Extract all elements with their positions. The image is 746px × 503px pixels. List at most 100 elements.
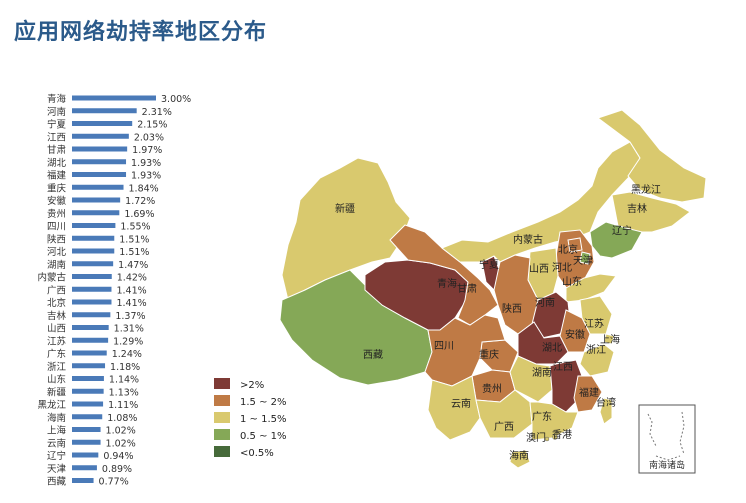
bar-value-label: 1.97% xyxy=(132,145,162,156)
bar-value-label: 1.29% xyxy=(113,336,143,347)
bar-category-label: 天津 xyxy=(47,464,67,475)
bar xyxy=(72,274,112,279)
bar-category-label: 浙江 xyxy=(47,361,67,373)
map-region-label: 河南 xyxy=(535,296,555,309)
bar-value-label: 1.11% xyxy=(108,400,138,411)
bar-value-label: 1.41% xyxy=(116,298,146,309)
legend-swatch xyxy=(214,378,230,389)
bar-chart: 青海 3.00% 河南 2.31% 宁夏 2.15% 江西 2.03% 甘肃 1.97% 湖北 1.9… xyxy=(37,93,191,488)
bar-category-label: 广西 xyxy=(47,284,66,296)
bar xyxy=(72,414,103,420)
bar-category-label: 青海 xyxy=(47,93,67,105)
legend-swatch xyxy=(214,412,230,423)
bar xyxy=(72,401,104,407)
bar-value-label: 1.41% xyxy=(116,285,146,296)
bar xyxy=(72,172,127,177)
bar-value-label: 1.51% xyxy=(119,247,149,258)
bar xyxy=(72,325,109,330)
map-region-label: 上海 xyxy=(600,333,620,346)
bar xyxy=(72,478,94,483)
bar-value-label: 1.31% xyxy=(114,324,144,335)
legend: >2% 1.5 ~ 2% 1 ~ 1.5% 0.5 ~ 1% <0.5% xyxy=(214,378,287,459)
bar-value-label: 1.24% xyxy=(112,349,142,360)
bar xyxy=(72,223,116,228)
bar xyxy=(72,312,111,318)
bar xyxy=(72,210,120,216)
bar xyxy=(72,363,106,369)
region-zhejiang xyxy=(579,343,615,377)
bar-category-label: 山西 xyxy=(47,324,66,335)
bar-value-label: 1.14% xyxy=(109,375,139,386)
legend-label: 1.5 ~ 2% xyxy=(240,397,287,408)
bar xyxy=(72,439,101,445)
map-region-label: 山西 xyxy=(529,263,549,275)
bar-category-label: 新疆 xyxy=(47,386,67,398)
bar-value-label: 0.94% xyxy=(103,451,133,462)
bar-category-label: 河南 xyxy=(47,106,66,118)
bar-value-label: 1.84% xyxy=(129,183,159,194)
bar-category-label: 江西 xyxy=(47,132,66,143)
inset-label: 南海诸岛 xyxy=(649,459,685,471)
map-region-label: 北京 xyxy=(558,243,578,256)
bar-category-label: 内蒙古 xyxy=(37,272,66,284)
bar xyxy=(72,197,121,203)
legend-swatch xyxy=(214,395,230,406)
bar-value-label: 1.51% xyxy=(119,234,149,245)
bar-category-label: 北京 xyxy=(47,297,66,309)
bar-value-label: 1.93% xyxy=(131,171,161,182)
map-region-label: 西藏 xyxy=(363,349,383,361)
region-shanghai xyxy=(603,333,615,345)
bar-value-label: 1.55% xyxy=(120,222,150,233)
south-china-sea-inset: 南海诸岛 xyxy=(638,404,696,474)
map-region-label: 内蒙古 xyxy=(513,233,543,246)
map-region-label: 台湾 xyxy=(596,396,616,409)
bar-category-label: 甘肃 xyxy=(47,144,66,156)
bar xyxy=(72,465,97,471)
map-region-label: 广西 xyxy=(494,421,514,433)
bar-value-label: 1.37% xyxy=(115,311,145,322)
map-region-label: 湖北 xyxy=(542,342,562,354)
legend-label: 1 ~ 1.5% xyxy=(240,414,287,425)
bar-value-label: 2.03% xyxy=(134,132,164,143)
map-region-label: 新疆 xyxy=(335,202,355,215)
bar-value-label: 1.02% xyxy=(106,438,136,449)
bar xyxy=(72,159,127,165)
region-xinjiang xyxy=(281,157,411,301)
bar-category-label: 辽宁 xyxy=(47,450,66,462)
map-region-label: 香港 xyxy=(552,429,572,441)
bar xyxy=(72,388,104,394)
bar-value-label: 3.00% xyxy=(161,94,191,105)
region-sichuan xyxy=(424,314,506,387)
map-region-label: 安徽 xyxy=(565,328,585,341)
map-region-label: 重庆 xyxy=(479,348,499,361)
bar-category-label: 贵州 xyxy=(47,208,66,220)
region-fujian xyxy=(573,375,603,413)
map-region-label: 湖南 xyxy=(532,366,552,379)
region-liaoning xyxy=(589,221,643,259)
bar xyxy=(72,427,101,432)
map-region-label: 天津 xyxy=(573,255,593,267)
region-shandong xyxy=(565,273,617,303)
region-tianjin xyxy=(579,251,591,265)
bar-category-label: 福建 xyxy=(47,170,67,182)
map-region-label: 黑龙江 xyxy=(631,183,661,196)
bar xyxy=(72,235,115,241)
bar-value-label: 1.18% xyxy=(110,362,140,373)
bar-value-label: 1.02% xyxy=(106,426,136,437)
bar-category-label: 上海 xyxy=(47,425,67,437)
bar-value-label: 0.77% xyxy=(99,477,129,488)
map-region-label: 四川 xyxy=(434,341,454,352)
bar-value-label: 2.15% xyxy=(137,120,167,131)
region-heilongjiang xyxy=(596,109,707,203)
bar xyxy=(72,452,99,458)
bar-category-label: 湖北 xyxy=(47,158,67,169)
map-region-label: 浙江 xyxy=(586,344,606,356)
bar-category-label: 吉林 xyxy=(47,310,67,322)
legend-label: >2% xyxy=(240,380,264,391)
bar-category-label: 四川 xyxy=(47,222,66,233)
bar-category-label: 江苏 xyxy=(47,335,67,347)
bar xyxy=(72,248,115,254)
map-region-label: 海南 xyxy=(509,449,529,462)
